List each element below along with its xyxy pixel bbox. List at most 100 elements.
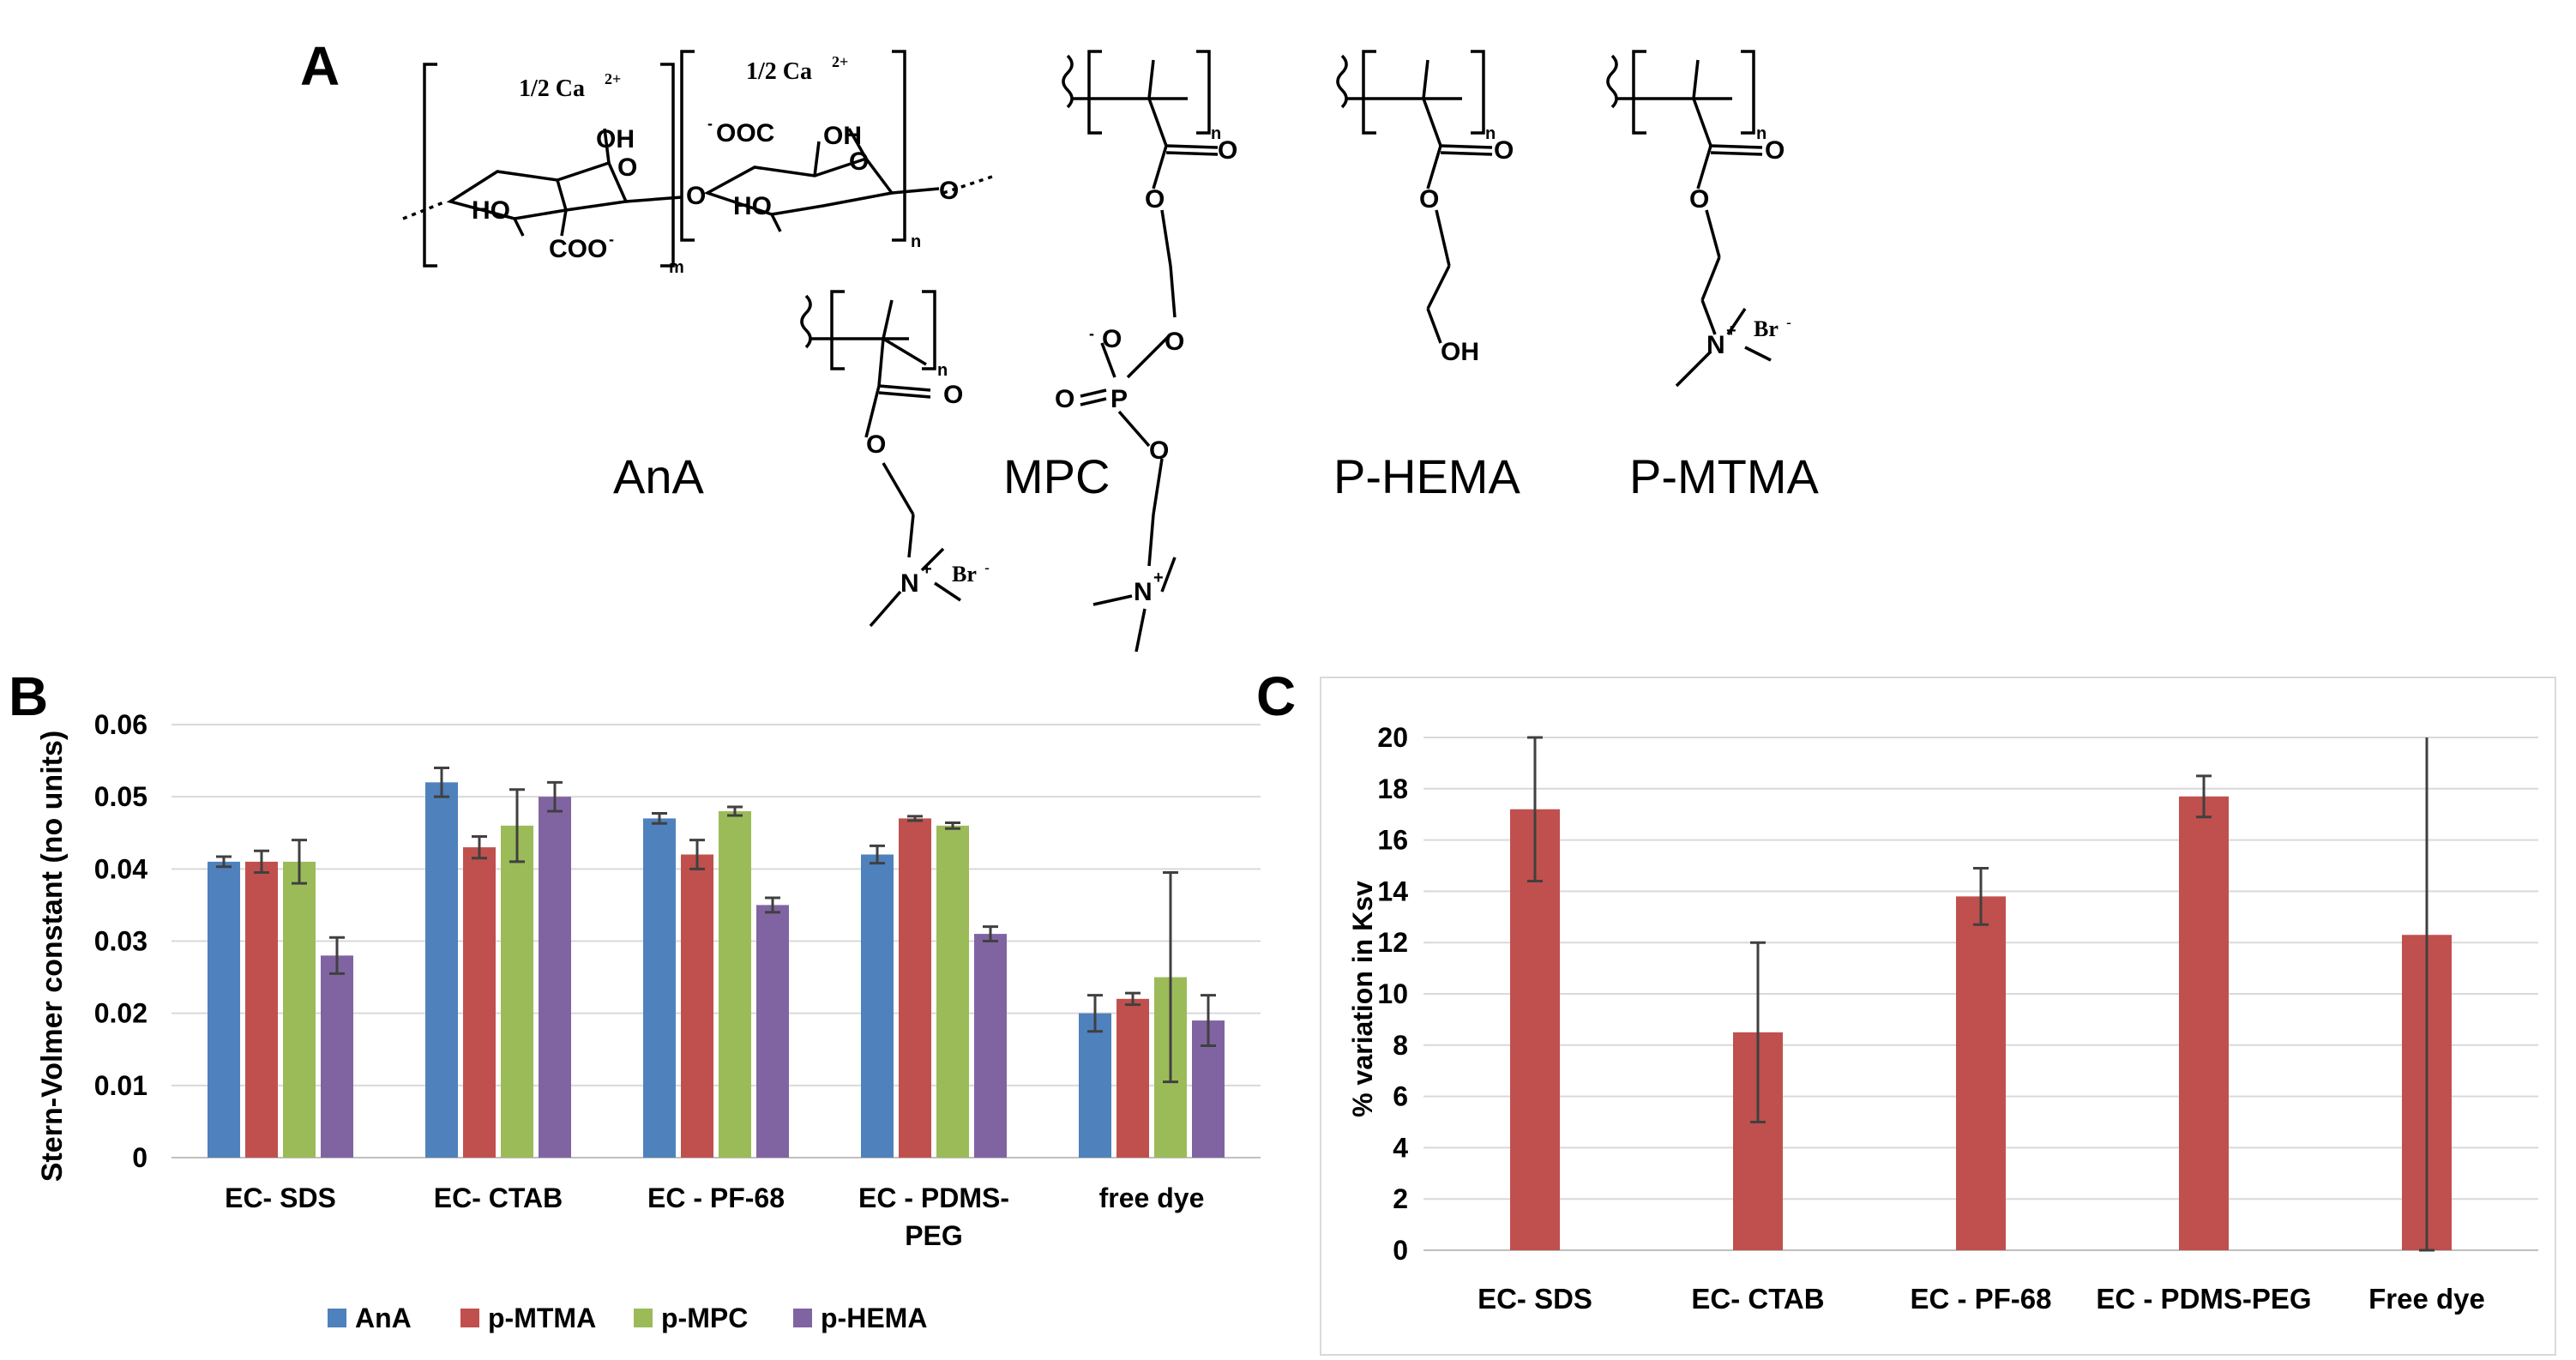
y-tick-label: 0.01 xyxy=(94,1070,147,1101)
y-tick-label: 16 xyxy=(1377,825,1408,856)
bar xyxy=(501,825,533,1158)
ana-ho-1: HO xyxy=(472,196,510,225)
legend-swatch xyxy=(634,1309,653,1327)
ca-charge-right: 2+ xyxy=(832,53,848,70)
ana-structure xyxy=(402,50,996,268)
phema-labels: O O OH n xyxy=(1419,124,1514,366)
y-tick-label: 0 xyxy=(1393,1235,1408,1266)
chart-b-x-labels: EC- SDS EC- CTAB EC - PF-68 EC - PDMS-PEG fr… xyxy=(225,1182,1204,1251)
chart-b-legend: AnA p-MTMA p-MPC p-HEMA xyxy=(328,1303,927,1333)
y-tick-label: 0.06 xyxy=(94,709,147,740)
pmtma-n: N xyxy=(1706,331,1725,359)
phema-oh: OH xyxy=(1441,338,1479,366)
ana-ooc: OOC xyxy=(716,119,774,147)
y-tick-label: 0.03 xyxy=(94,926,147,957)
bar xyxy=(208,861,240,1158)
mtma-extra-structure xyxy=(800,290,961,628)
chart-b-y-axis-label: Stern-Volmer constant (no units) xyxy=(36,731,69,1182)
chart-c-error-bars xyxy=(1527,736,2435,1252)
chart-c-x-labels: EC- SDS EC- CTAB EC - PF-68 EC - PDMS-PEG Fr… xyxy=(1478,1283,2485,1315)
bar xyxy=(463,847,496,1158)
mpc-o-double: O xyxy=(1055,385,1074,413)
legend-swatch xyxy=(793,1309,812,1327)
bar xyxy=(899,818,931,1158)
chemical-structures-panel: 1/2 Ca 2+ 1/2 Ca 2+ OH O HO COO - O - OO… xyxy=(402,50,1820,652)
ca-label-left: 1/2 Ca xyxy=(519,75,585,102)
y-tick-label: 0.02 xyxy=(94,998,147,1029)
mtma-extra-br: Br xyxy=(952,562,977,587)
mpc-plus: + xyxy=(1153,569,1164,587)
chart-c-border xyxy=(1320,677,2556,1356)
chart-b-error-bars xyxy=(216,767,1216,1084)
bar xyxy=(1956,896,2006,1250)
pmtma-plus: + xyxy=(1726,322,1736,340)
bar xyxy=(974,934,1007,1158)
pmtma-o-carbonyl: O xyxy=(1765,136,1785,165)
mpc-structure xyxy=(1062,50,1219,652)
chart-b: 0 0.01 0.02 0.03 0.04 0.05 0.06 EC- SDS EC- CTA… xyxy=(36,709,1261,1333)
chart-c-bars xyxy=(1510,796,2452,1250)
mpc-o-1: O xyxy=(1165,328,1184,356)
chart-c-y-axis-label: % variation in Ksv xyxy=(1347,881,1378,1117)
ana-o-ring-2: O xyxy=(849,147,869,176)
mtma-extra-labels: O O N + Br - n xyxy=(866,361,990,598)
ca-label-right: 1/2 Ca xyxy=(746,58,812,85)
mpc-o-ester: O xyxy=(1145,185,1165,214)
pmtma-br-minus: - xyxy=(1786,314,1791,331)
bar xyxy=(719,811,751,1158)
bar xyxy=(1510,809,1560,1250)
legend-swatch xyxy=(460,1309,479,1327)
mpc-name: MPC xyxy=(1003,449,1110,503)
y-tick-label: 10 xyxy=(1377,978,1408,1009)
pmtma-br: Br xyxy=(1754,316,1779,341)
pmtma-labels: O O N + Br - n xyxy=(1689,124,1791,359)
y-tick-label: 8 xyxy=(1393,1030,1408,1061)
y-tick-label: 4 xyxy=(1393,1132,1408,1163)
x-category-label: EC - PDMS-PEG xyxy=(2096,1283,2311,1315)
mtma-extra-n: N xyxy=(900,569,919,598)
ana-coo: COO xyxy=(549,235,607,263)
mpc-o-carbonyl: O xyxy=(1218,136,1237,165)
x-category-label: EC - PF-68 xyxy=(647,1182,785,1213)
x-category-label: EC- CTAB xyxy=(434,1182,563,1213)
legend-label: AnA xyxy=(355,1303,412,1333)
pmtma-sub-n: n xyxy=(1756,124,1766,143)
legend-label: p-MTMA xyxy=(488,1303,596,1333)
x-category-label: EC- SDS xyxy=(225,1182,336,1213)
pmtma-o-ester: O xyxy=(1689,185,1709,214)
ana-o-end: O xyxy=(939,177,959,205)
panel-label-c: C xyxy=(1256,665,1297,727)
ana-o-link: O xyxy=(686,182,706,210)
mpc-p: P xyxy=(1110,385,1128,413)
bar xyxy=(245,861,278,1158)
pmtma-name: P-MTMA xyxy=(1629,449,1820,503)
legend-label: p-MPC xyxy=(661,1303,748,1333)
phema-structure xyxy=(1336,50,1493,344)
x-category-label: Free dye xyxy=(2368,1283,2485,1315)
mtma-extra-br-minus: - xyxy=(984,559,990,576)
ana-oh-1: OH xyxy=(596,125,635,153)
y-tick-label: 0.04 xyxy=(94,853,147,884)
mtma-extra-sub-n: n xyxy=(937,361,948,380)
x-category-label: EC - PF-68 xyxy=(1910,1283,2051,1315)
bar xyxy=(2179,796,2229,1250)
chart-c-y-ticks: 0 2 4 6 8 10 12 14 16 18 20 xyxy=(1377,722,1408,1266)
bar xyxy=(321,955,353,1158)
x-category-label: EC- CTAB xyxy=(1691,1283,1824,1315)
legend-label: p-HEMA xyxy=(821,1303,927,1333)
y-tick-label: 6 xyxy=(1393,1081,1408,1112)
ana-oh-2: OH xyxy=(823,122,862,150)
chart-b-y-ticks: 0 0.01 0.02 0.03 0.04 0.05 0.06 xyxy=(94,709,147,1173)
x-category-label: free dye xyxy=(1099,1182,1205,1213)
ana-ho-2: HO xyxy=(733,192,772,220)
mtma-extra-o: O xyxy=(943,381,963,409)
bar xyxy=(539,797,571,1158)
panel-label-b: B xyxy=(9,665,49,727)
mpc-o-2: O xyxy=(1149,436,1169,465)
bar xyxy=(425,782,458,1158)
phema-o-carbonyl: O xyxy=(1494,136,1514,165)
chart-c: 0 2 4 6 8 10 12 14 16 18 20 EC- SDS EC- CTAB EC - PF… xyxy=(1320,677,2556,1356)
mpc-n: N xyxy=(1134,578,1153,606)
y-tick-label: 20 xyxy=(1377,722,1408,753)
bar xyxy=(643,818,676,1158)
